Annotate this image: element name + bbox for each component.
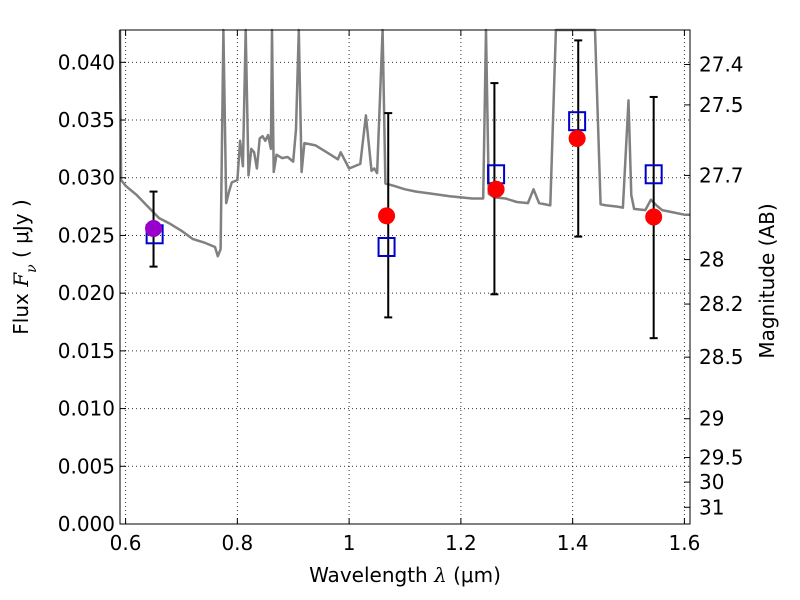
x-tick-label: 1	[343, 531, 356, 555]
y2-tick-label: 31	[699, 495, 724, 519]
y2-tick-label: 27.4	[699, 52, 744, 76]
y2-tick-label: 27.7	[699, 163, 744, 187]
observed-circle-marker	[145, 220, 163, 238]
model-spectrum	[118, 28, 690, 258]
y-tick-label: 0.010	[58, 397, 115, 421]
observed-circle-marker	[378, 207, 396, 225]
y-axis-label: Flux Fν ( μJy )	[9, 199, 40, 334]
x-tick-label: 1.2	[445, 531, 477, 555]
y-tick-label: 0.040	[58, 50, 115, 74]
model-square-marker	[377, 236, 396, 257]
x-tick-label: 0.6	[110, 531, 142, 555]
x-tick-label: 1.4	[557, 531, 589, 555]
y2-tick-label: 28.5	[699, 345, 744, 369]
model-square-marker	[568, 111, 587, 132]
observed-circle-marker	[645, 208, 663, 226]
y2-tick-label: 27.5	[699, 93, 744, 117]
observed-photometry	[145, 129, 663, 238]
y-tick-label: 0.035	[58, 108, 115, 132]
y-tick-label: 0.005	[58, 454, 115, 478]
observed-circle-marker	[568, 129, 586, 147]
grid	[120, 30, 690, 525]
y-tick-label: 0.015	[58, 339, 115, 363]
y-tick-label: 0.000	[58, 512, 115, 536]
model-square-marker	[644, 164, 663, 185]
y-tick-label: 0.030	[58, 166, 115, 190]
y2-tick-label: 28.2	[699, 292, 744, 316]
plot-frame	[119, 29, 691, 525]
model-square-marker	[487, 164, 506, 185]
y2-tick-label: 28	[699, 248, 724, 272]
x-tick-label: 1.6	[669, 531, 701, 555]
observed-circle-marker	[487, 180, 505, 198]
y-tick-label: 0.025	[58, 223, 115, 247]
y2-axis-label: Magnitude (AB)	[755, 203, 779, 358]
y-tick-label: 0.020	[58, 281, 115, 305]
x-tick-label: 0.8	[221, 531, 253, 555]
axis-ticks: 0.6 0.8 1 1.2 1.4 1.6 0.000 0.005 0.010 0.015 0.02…	[58, 30, 744, 555]
y2-tick-label: 30	[699, 470, 724, 494]
x-axis-label: Wavelength λ (μm)	[309, 563, 501, 587]
y2-tick-label: 29.5	[699, 446, 744, 470]
spectrum-line	[118, 28, 690, 258]
y2-tick-label: 29	[699, 407, 724, 431]
